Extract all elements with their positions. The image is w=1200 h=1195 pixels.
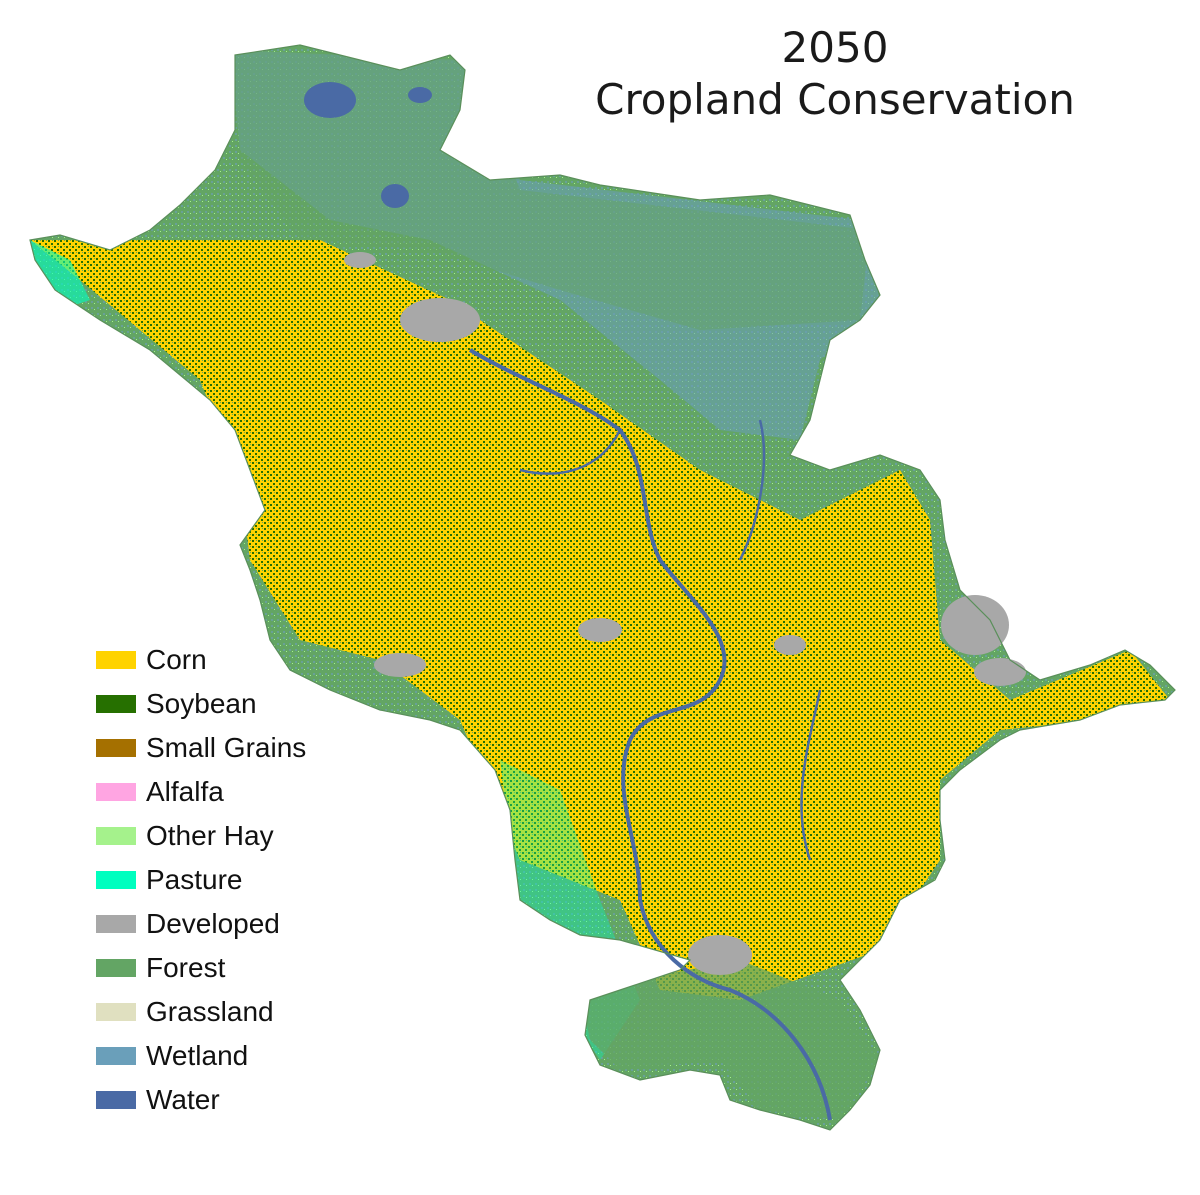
legend-label: Pasture xyxy=(146,864,243,895)
legend-swatch xyxy=(96,1091,136,1109)
legend-label: Corn xyxy=(146,644,207,675)
developed-area xyxy=(374,653,426,677)
developed-areas xyxy=(344,252,1026,975)
legend-swatch xyxy=(96,1047,136,1065)
legend-label: Other Hay xyxy=(146,820,274,851)
legend-swatch xyxy=(96,695,136,713)
river xyxy=(519,429,622,475)
legend-swatch xyxy=(96,1003,136,1021)
legend-item-alfalfa: Alfalfa xyxy=(96,770,306,814)
legend-label: Soybean xyxy=(146,688,257,719)
developed-area xyxy=(974,658,1026,686)
water-bodies xyxy=(304,82,832,1121)
map-title: 2050 Cropland Conservation xyxy=(540,22,1130,126)
legend-item-wetland: Wetland xyxy=(96,1034,306,1078)
legend-item-water: Water xyxy=(96,1078,306,1122)
legend-label: Forest xyxy=(146,952,226,983)
lake xyxy=(408,87,432,103)
title-year: 2050 xyxy=(781,23,889,72)
wetland-zone xyxy=(230,50,880,440)
legend-item-grassland: Grassland xyxy=(96,990,306,1034)
title-scenario: Cropland Conservation xyxy=(595,75,1075,124)
legend-item-small-grains: Small Grains xyxy=(96,726,306,770)
legend-swatch xyxy=(96,783,136,801)
legend-item-pasture: Pasture xyxy=(96,858,306,902)
legend-swatch xyxy=(96,739,136,757)
forest-north xyxy=(230,50,870,330)
legend: Corn Soybean Small Grains Alfalfa Other Hay P… xyxy=(96,638,306,1122)
region-outline xyxy=(29,44,1176,1131)
legend-label: Developed xyxy=(146,908,280,939)
legend-label: Grassland xyxy=(146,996,274,1027)
legend-label: Small Grains xyxy=(146,732,307,763)
legend-swatch xyxy=(96,651,136,669)
legend-item-other-hay: Other Hay xyxy=(96,814,306,858)
developed-area xyxy=(774,635,806,655)
developed-area xyxy=(344,252,376,268)
legend-swatch xyxy=(96,871,136,889)
legend-swatch xyxy=(96,827,136,845)
river xyxy=(800,689,822,861)
legend-label: Alfalfa xyxy=(146,776,224,807)
forest-south xyxy=(580,960,880,1120)
legend-item-soybean: Soybean xyxy=(96,682,306,726)
developed-area xyxy=(941,595,1009,655)
legend-label: Water xyxy=(146,1084,220,1115)
river xyxy=(468,348,832,1121)
river xyxy=(738,419,766,561)
developed-area xyxy=(688,935,752,975)
legend-item-forest: Forest xyxy=(96,946,306,990)
legend-item-developed: Developed xyxy=(96,902,306,946)
legend-swatch xyxy=(96,959,136,977)
developed-area xyxy=(400,298,480,342)
developed-area xyxy=(578,618,622,642)
legend-item-corn: Corn xyxy=(96,638,306,682)
lake xyxy=(304,82,356,118)
lake xyxy=(381,184,409,208)
legend-label: Wetland xyxy=(146,1040,249,1071)
legend-swatch xyxy=(96,915,136,933)
